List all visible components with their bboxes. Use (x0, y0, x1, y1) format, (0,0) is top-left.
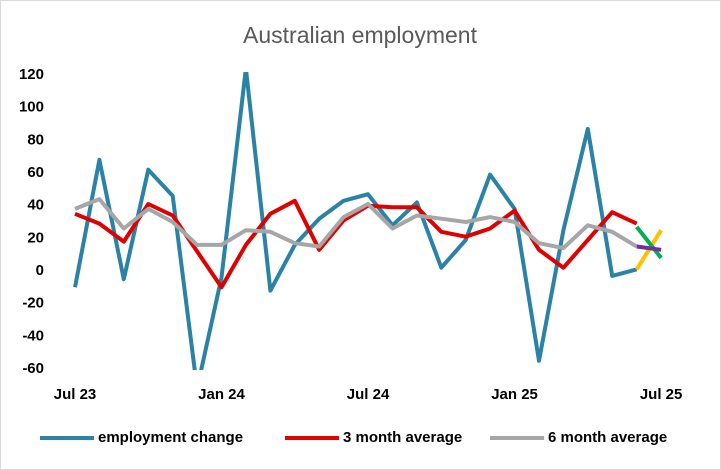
series-line (74, 198, 638, 290)
y-tick-label: 20 (27, 229, 44, 246)
series-line (74, 197, 638, 251)
y-tick-label: -20 (22, 295, 44, 312)
y-tick-label: 80 (27, 131, 44, 148)
series-line (73, 72, 638, 370)
x-tick-label: Jul 24 (347, 386, 390, 403)
x-tick-label: Jul 25 (640, 386, 683, 403)
chart-title: Australian employment (243, 22, 478, 48)
y-tick-label: 120 (19, 66, 44, 83)
x-tick-label: Jan 24 (198, 386, 245, 403)
legend-label: 6 month average (548, 429, 667, 446)
y-tick-label: 100 (19, 99, 44, 116)
y-tick-label: -60 (22, 360, 44, 377)
y-tick-label: 40 (27, 197, 44, 214)
y-tick-label: -40 (22, 327, 44, 344)
y-tick-label: 0 (36, 262, 44, 279)
legend-label: employment change (98, 429, 243, 446)
y-tick-label: 60 (27, 164, 44, 181)
plot-area (73, 72, 663, 370)
legend-label: 3 month average (343, 429, 462, 446)
x-tick-label: Jan 25 (491, 386, 538, 403)
series-line (635, 225, 663, 260)
series-line (636, 244, 662, 252)
x-tick-label: Jul 23 (54, 386, 97, 403)
